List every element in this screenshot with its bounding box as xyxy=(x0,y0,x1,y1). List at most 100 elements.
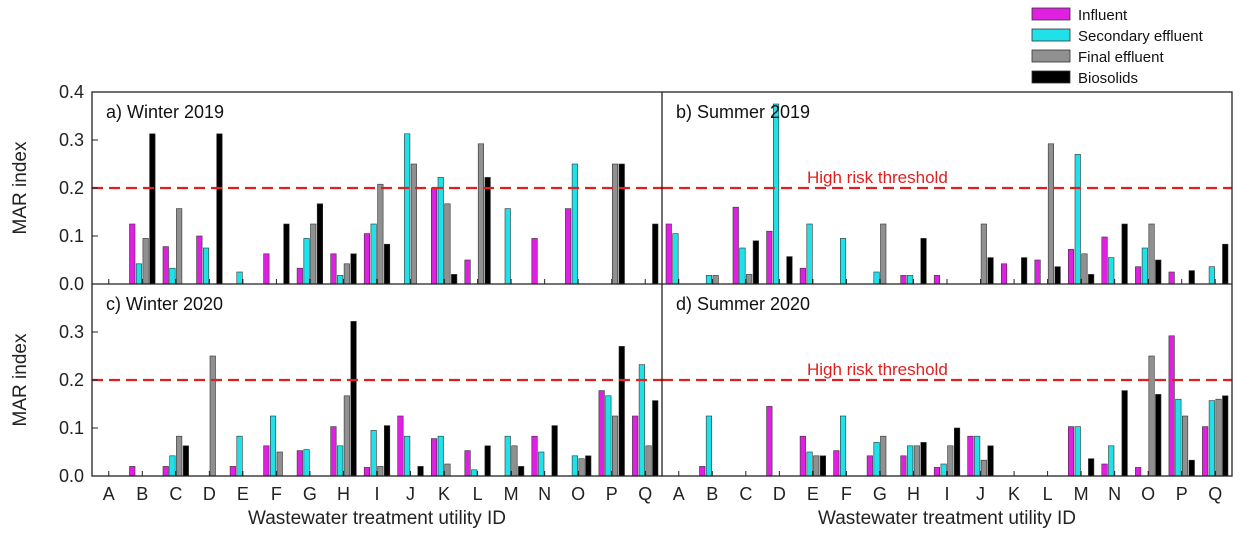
bar-D-secondary-effluent xyxy=(203,247,210,285)
x-tick-label: L xyxy=(1043,484,1053,504)
x-tick-label: C xyxy=(169,484,182,504)
bar-G-final-effluent xyxy=(880,223,887,285)
y-tick-label: 0.1 xyxy=(59,226,84,246)
bar-M-secondary-effluent xyxy=(1074,426,1081,477)
bar-F-secondary-effluent xyxy=(839,415,847,477)
bar-P-final-effluent xyxy=(611,415,619,477)
bar-L-influent xyxy=(1034,259,1041,285)
bar-H-secondary-effluent xyxy=(337,445,344,477)
bar-O-influent xyxy=(565,208,572,285)
x-tick-label: P xyxy=(1176,484,1188,504)
bar-Q-influent xyxy=(1202,426,1209,477)
bar-G-final-effluent xyxy=(880,435,887,477)
y-tick-label: 0.1 xyxy=(59,418,84,438)
panel-title: d) Summer 2020 xyxy=(676,294,810,314)
legend-label: Biosolids xyxy=(1078,70,1138,87)
bar-H-final-effluent xyxy=(343,395,350,477)
bar-K-secondary-effluent xyxy=(437,177,444,285)
bar-H-secondary-effluent xyxy=(907,275,914,285)
bar-O-biosolids xyxy=(1155,394,1162,477)
legend: Influent Secondary effluent Final effluent… xyxy=(1031,7,1204,87)
bar-F-biosolids xyxy=(283,223,290,285)
high-risk-threshold-label: High risk threshold xyxy=(807,360,948,379)
bar-B-influent xyxy=(129,466,136,477)
x-tick-label: L xyxy=(473,484,483,504)
bar-J-biosolids xyxy=(987,257,994,285)
bar-I-secondary-effluent xyxy=(940,463,947,477)
panel-title: c) Winter 2020 xyxy=(106,294,223,314)
bar-M-influent xyxy=(1068,426,1075,477)
bar-P-secondary-effluent xyxy=(605,395,612,477)
x-tick-label: I xyxy=(374,484,379,504)
x-tick-label: G xyxy=(303,484,317,504)
bar-B-influent xyxy=(129,223,136,285)
bar-E-influent xyxy=(799,267,806,285)
bar-N-influent xyxy=(531,238,538,285)
bar-H-final-effluent xyxy=(913,445,920,477)
bar-M-biosolids xyxy=(1088,458,1095,477)
bar-K-influent xyxy=(430,438,438,477)
bar-J-biosolids xyxy=(987,445,994,477)
y-axis-title: MAR index xyxy=(10,141,31,234)
bar-C-final-effluent xyxy=(176,435,183,477)
bar-B-secondary-effluent xyxy=(705,275,713,285)
bar-F-secondary-effluent xyxy=(269,415,277,477)
panel-3: c) Winter 2020 xyxy=(92,283,662,477)
x-tick-label: A xyxy=(103,484,115,504)
bar-M-biosolids xyxy=(1088,274,1095,285)
x-tick-label: P xyxy=(606,484,618,504)
bar-Q-biosolids xyxy=(1222,395,1229,477)
bar-K-final-effluent xyxy=(444,203,451,285)
bar-Q-secondary-effluent xyxy=(1208,266,1215,285)
bar-P-biosolids xyxy=(1188,459,1195,477)
panels: a) Winter 2019 High risk threshold b) Summ… xyxy=(91,91,1233,477)
bar-C-influent xyxy=(162,246,169,285)
bar-O-final-effluent xyxy=(578,458,585,477)
bar-B-secondary-effluent xyxy=(705,415,713,477)
bar-N-secondary-effluent xyxy=(1108,257,1115,285)
bar-I-influent xyxy=(363,233,371,285)
x-tick-label: E xyxy=(237,484,249,504)
x-tick-label: O xyxy=(571,484,585,504)
y-tick-label: 0.3 xyxy=(59,130,84,150)
bar-F-influent xyxy=(263,445,270,477)
bar-I-final-effluent xyxy=(377,183,384,285)
bar-I-secondary-effluent xyxy=(370,430,377,477)
bar-K-biosolids xyxy=(1021,257,1028,285)
legend-swatch xyxy=(1031,28,1071,42)
x-tick-label: F xyxy=(841,484,852,504)
bar-J-secondary-effluent xyxy=(404,133,411,285)
bar-G-secondary-effluent xyxy=(873,442,880,477)
bar-Q-influent xyxy=(632,415,639,477)
bar-H-influent xyxy=(900,455,907,477)
bar-O-secondary-effluent xyxy=(571,163,578,285)
bar-I-influent xyxy=(933,467,941,477)
x-tick-label: G xyxy=(873,484,887,504)
bar-O-biosolids xyxy=(585,455,592,477)
bar-H-biosolids xyxy=(350,253,357,285)
bar-L-influent xyxy=(464,259,471,285)
bar-O-secondary-effluent xyxy=(571,455,578,477)
bar-D-influent xyxy=(766,406,773,477)
bar-A-secondary-effluent xyxy=(672,233,679,285)
x-tick-label: H xyxy=(907,484,920,504)
bar-C-secondary-effluent xyxy=(169,267,176,285)
x-tick-label: O xyxy=(1141,484,1155,504)
bar-E-secondary-effluent xyxy=(806,451,813,477)
x-tick-label: K xyxy=(1008,484,1020,504)
bar-A-influent xyxy=(665,223,672,285)
x-tick-label: D xyxy=(773,484,786,504)
axes-text: 0.0 0.1 0.2 0.3 0.4 MAR index 0.0 0.1 0.2 0.3 MAR … xyxy=(10,82,1222,529)
bar-H-secondary-effluent xyxy=(337,275,344,285)
bar-Q-final-effluent xyxy=(1215,398,1222,477)
bar-E-influent xyxy=(799,435,806,477)
y-tick-label: 0.3 xyxy=(59,322,84,342)
bar-P-final-effluent xyxy=(611,163,619,285)
high-risk-threshold-label: High risk threshold xyxy=(807,168,948,187)
bar-I-influent xyxy=(933,275,941,285)
panel-title: b) Summer 2019 xyxy=(676,102,810,122)
bar-K-influent xyxy=(1000,263,1008,285)
bar-L-secondary-effluent xyxy=(471,469,478,477)
bar-I-secondary-effluent xyxy=(370,223,377,285)
bar-C-biosolids xyxy=(182,445,189,477)
